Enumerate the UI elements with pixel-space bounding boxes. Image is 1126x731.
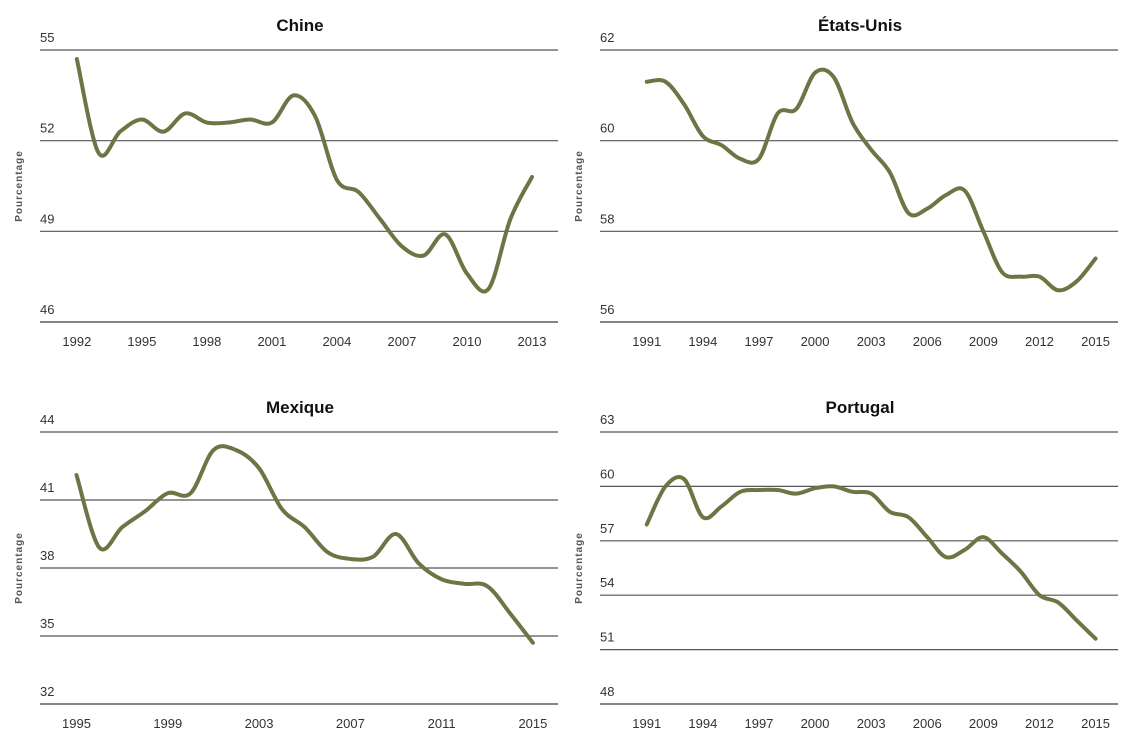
x-tick-label: 1991 xyxy=(632,334,661,349)
y-axis-label: Pourcentage xyxy=(574,532,585,604)
y-tick-label: 54 xyxy=(600,575,614,590)
x-tick-label: 2009 xyxy=(969,334,998,349)
y-tick-label: 62 xyxy=(600,30,614,45)
y-tick-label: 49 xyxy=(40,211,54,226)
x-tick-label: 1994 xyxy=(688,334,717,349)
y-tick-label: 56 xyxy=(600,302,614,317)
x-tick-label: 2007 xyxy=(387,334,416,349)
x-tick-label: 2009 xyxy=(969,716,998,731)
y-tick-label: 52 xyxy=(40,121,54,136)
chart-title: Chine xyxy=(276,16,323,35)
y-axis-label: Pourcentage xyxy=(14,532,25,604)
y-axis-label: Pourcentage xyxy=(14,150,25,222)
x-tick-label: 1997 xyxy=(744,334,773,349)
x-tick-label: 2007 xyxy=(336,716,365,731)
y-tick-label: 41 xyxy=(40,480,54,495)
y-tick-label: 60 xyxy=(600,466,614,481)
x-tick-label: 1997 xyxy=(744,716,773,731)
y-tick-label: 35 xyxy=(40,616,54,631)
y-tick-label: 57 xyxy=(600,521,614,536)
x-tick-label: 2015 xyxy=(1081,334,1110,349)
x-tick-label: 2012 xyxy=(1025,334,1054,349)
y-tick-label: 44 xyxy=(40,412,54,427)
x-tick-label: 2003 xyxy=(857,716,886,731)
x-tick-label: 2006 xyxy=(913,334,942,349)
x-tick-label: 2003 xyxy=(245,716,274,731)
chart-title: Portugal xyxy=(826,398,895,417)
y-tick-label: 32 xyxy=(40,684,54,699)
data-line xyxy=(644,67,1098,293)
x-tick-label: 1995 xyxy=(62,716,91,731)
data-line xyxy=(644,475,1098,641)
x-tick-label: 1992 xyxy=(62,334,91,349)
y-axis-label: Pourcentage xyxy=(574,150,585,222)
y-tick-label: 38 xyxy=(40,548,54,563)
x-tick-label: 1995 xyxy=(127,334,156,349)
x-tick-label: 2015 xyxy=(518,716,547,731)
x-tick-label: 2006 xyxy=(913,716,942,731)
chart-title: États-Unis xyxy=(818,16,902,35)
x-tick-label: 1999 xyxy=(153,716,182,731)
x-tick-label: 2011 xyxy=(428,716,456,731)
x-tick-label: 2001 xyxy=(257,334,286,349)
y-tick-label: 60 xyxy=(600,121,614,136)
x-tick-label: 2000 xyxy=(801,716,830,731)
x-tick-label: 1994 xyxy=(688,716,717,731)
data-line xyxy=(74,444,535,645)
x-tick-label: 2015 xyxy=(1081,716,1110,731)
chart-title: Mexique xyxy=(266,398,334,417)
y-tick-label: 46 xyxy=(40,302,54,317)
y-tick-label: 58 xyxy=(600,211,614,226)
x-tick-label: 2010 xyxy=(453,334,482,349)
x-tick-label: 2004 xyxy=(322,334,351,349)
y-tick-label: 63 xyxy=(600,412,614,427)
x-tick-label: 2013 xyxy=(518,334,547,349)
x-tick-label: 2012 xyxy=(1025,716,1054,731)
data-line xyxy=(74,57,534,294)
x-tick-label: 1998 xyxy=(192,334,221,349)
y-tick-label: 48 xyxy=(600,684,614,699)
y-tick-label: 55 xyxy=(40,30,54,45)
x-tick-label: 2000 xyxy=(801,334,830,349)
x-tick-label: 2003 xyxy=(857,334,886,349)
y-tick-label: 51 xyxy=(600,630,614,645)
x-tick-label: 1991 xyxy=(632,716,661,731)
